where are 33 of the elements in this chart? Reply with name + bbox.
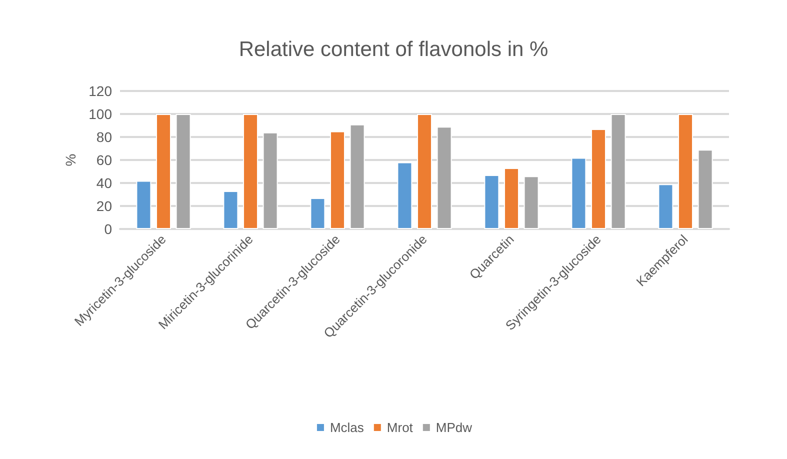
bar [504,168,519,229]
bar [350,124,365,229]
y-tick-label: 40 [96,175,112,191]
bar [524,176,539,229]
bar [658,184,674,229]
legend-label: MPdw [436,420,473,435]
legend-label: Mrot [386,420,414,435]
bar [417,114,432,229]
bar [678,114,693,229]
bar [436,126,452,229]
bar [136,180,152,229]
legend-label: Mclas [330,420,364,435]
bar [698,150,713,229]
bar [591,128,606,229]
y-tick-label: 100 [88,106,112,122]
bar [484,174,500,229]
bar [310,198,326,229]
y-axis-title: % [62,154,79,166]
bar [223,191,238,229]
bar [262,132,278,229]
bar [610,114,626,229]
y-tick-label: 20 [96,198,112,214]
y-tick-label: 80 [96,129,112,145]
bar [243,114,258,229]
bar [571,158,586,229]
y-tick-label: 120 [88,83,112,99]
y-tick-label: 60 [96,152,112,168]
y-tick-label: 0 [104,221,112,237]
bar [156,114,171,229]
chart-title: Relative content of flavonols in % [238,38,548,61]
bar [176,114,191,229]
bar [397,162,412,229]
bar [330,131,345,229]
